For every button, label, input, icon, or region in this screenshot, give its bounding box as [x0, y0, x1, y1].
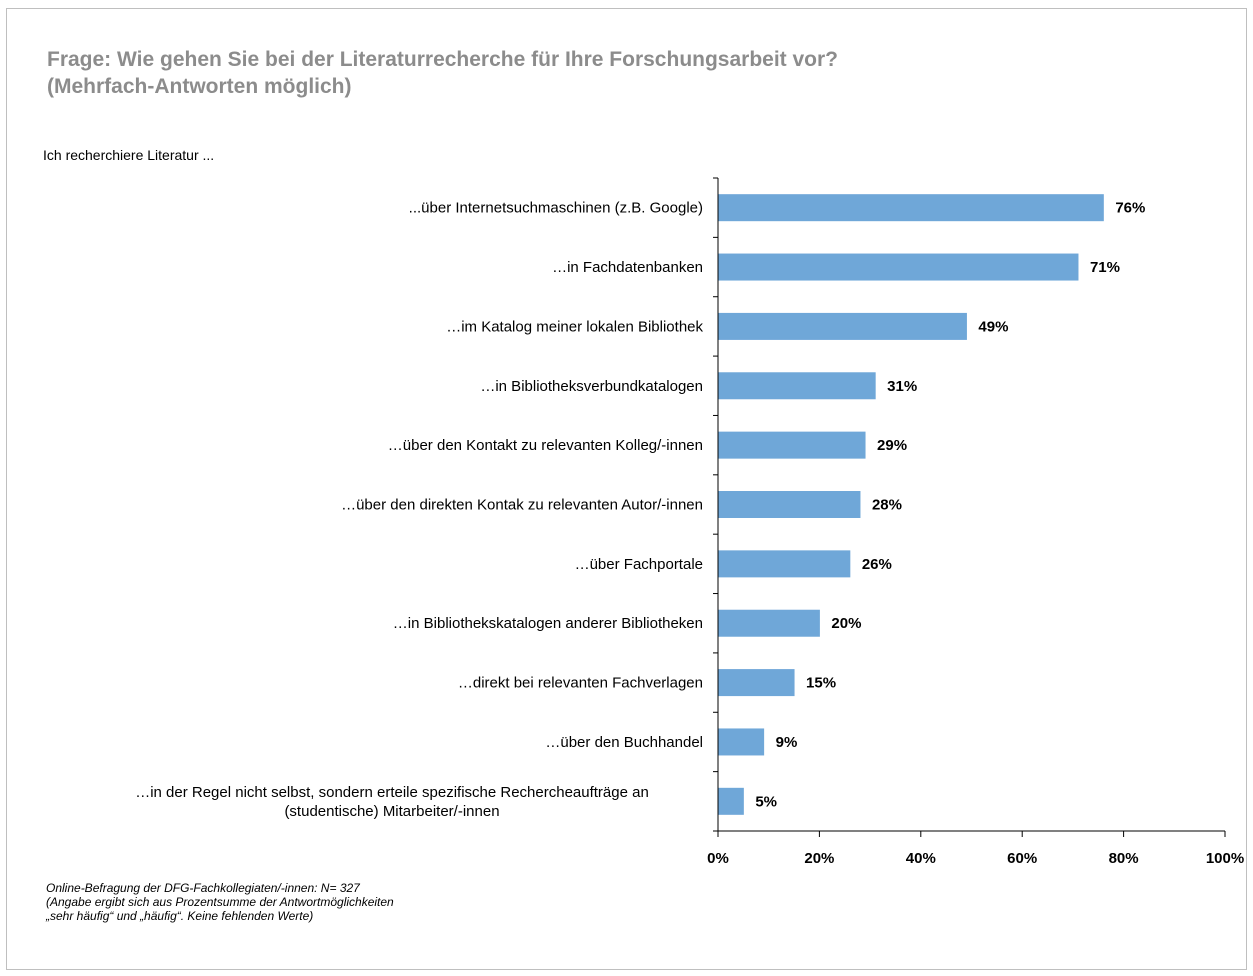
bar-value-label: 26% — [862, 556, 892, 573]
category-label: …über Fachportale — [575, 556, 703, 573]
bar — [718, 787, 744, 815]
bar — [718, 194, 1104, 222]
bar — [718, 491, 861, 518]
chart-frame: Frage: Wie gehen Sie bei der Literaturre… — [6, 8, 1247, 970]
chart-title-line-2: (Mehrfach-Antworten möglich) — [47, 75, 352, 98]
footnote-line-2: (Angabe ergibt sich aus Prozentsumme der… — [46, 895, 394, 909]
bar — [718, 550, 851, 578]
category-label: …über den Buchhandel — [545, 734, 703, 751]
chart-intro-text: Ich recherchiere Literatur ... — [43, 147, 215, 163]
x-tick-label: 100% — [1206, 850, 1244, 867]
bar — [718, 669, 795, 697]
bar-value-label: 20% — [831, 615, 861, 632]
category-label: …über den Kontakt zu relevanten Kolleg/-… — [388, 437, 703, 454]
bar — [718, 609, 820, 637]
chart-title: Frage: Wie gehen Sie bei der Literaturre… — [47, 46, 838, 100]
bar-value-label: 71% — [1090, 259, 1120, 276]
footnote-line-3: „sehr häufig“ und „häufig“. Keine fehlen… — [46, 909, 314, 923]
bar-value-label: 9% — [776, 734, 798, 751]
bar-value-label: 29% — [877, 437, 907, 454]
bar-value-label: 76% — [1115, 200, 1145, 217]
category-label: ...über Internetsuchmaschinen (z.B. Goog… — [409, 200, 703, 217]
category-label: …in der Regel nicht selbst, sondern erte… — [135, 784, 649, 820]
x-tick-label: 60% — [1007, 850, 1037, 867]
x-tick-label: 80% — [1109, 850, 1139, 867]
bar — [718, 431, 866, 459]
footnote: Online-Befragung der DFG-Fachkollegiaten… — [46, 881, 394, 923]
bar-value-label: 49% — [978, 318, 1008, 335]
bar-value-label: 31% — [887, 378, 917, 395]
category-label: …in Fachdatenbanken — [552, 259, 703, 276]
bar — [718, 253, 1079, 281]
chart-title-line-1: Frage: Wie gehen Sie bei der Literaturre… — [47, 48, 839, 71]
bar-value-label: 15% — [806, 675, 836, 692]
category-label: …in Bibliotheksverbundkatalogen — [480, 378, 703, 395]
category-label: …über den direkten Kontak zu relevanten … — [341, 497, 703, 514]
bar — [718, 728, 765, 756]
category-label: …in Bibliothekskatalogen anderer Bibliot… — [393, 615, 703, 632]
bar — [718, 312, 967, 340]
category-label: …direkt bei relevanten Fachverlagen — [458, 675, 703, 692]
category-label-line: …in der Regel nicht selbst, sondern erte… — [135, 784, 649, 801]
x-tick-label: 0% — [707, 850, 729, 867]
footnote-line-1: Online-Befragung der DFG-Fachkollegiaten… — [46, 881, 360, 895]
x-tick-label: 40% — [906, 850, 936, 867]
category-label: …im Katalog meiner lokalen Bibliothek — [446, 318, 703, 335]
x-tick-label: 20% — [804, 850, 834, 867]
category-label-line: (studentische) Mitarbeiter/-innen — [284, 803, 499, 820]
bar — [718, 372, 876, 400]
bar-value-label: 28% — [872, 497, 902, 514]
bar-value-label: 5% — [755, 793, 777, 810]
